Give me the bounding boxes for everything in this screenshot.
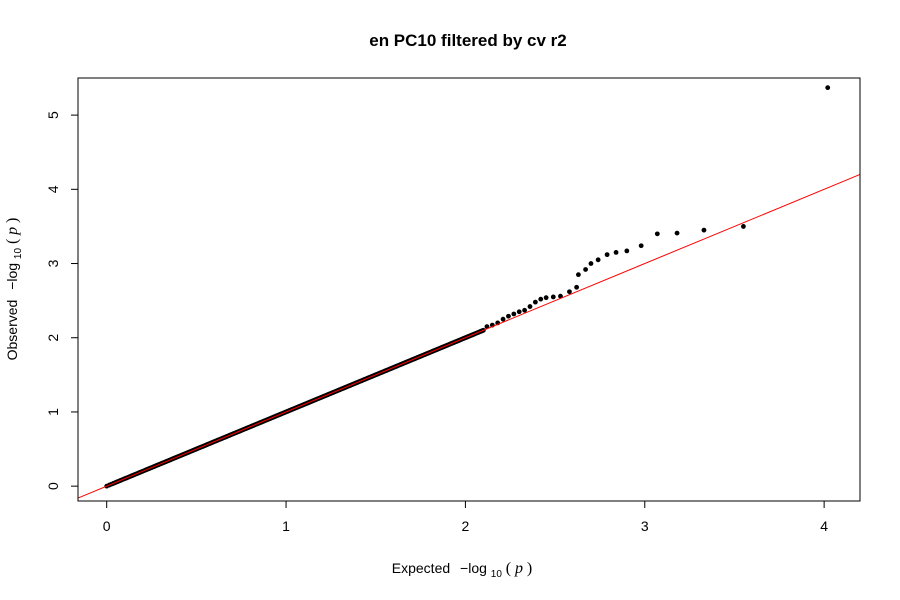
data-point [624, 248, 630, 254]
x-tick-label: 2 [462, 518, 470, 534]
plot-frame [77, 77, 861, 502]
data-point [741, 224, 746, 229]
y-axis: 0 1 2 3 4 5 [45, 111, 79, 490]
y-axis-label-close: ) [4, 218, 21, 223]
y-tick-label: 3 [45, 259, 61, 267]
reference-line-layer [77, 174, 861, 499]
x-tick-label: 0 [103, 518, 111, 534]
data-point [527, 304, 533, 309]
chart-title: en PC10 filtered by cv r2 [369, 31, 566, 50]
x-axis-label: Expected −log 10 ( p ) [392, 560, 532, 580]
data-point [574, 284, 580, 290]
y-axis-label-var: p [4, 227, 21, 236]
y-tick-label: 2 [45, 334, 61, 342]
y-tick-label: 5 [45, 111, 61, 119]
x-tick-label: 3 [641, 518, 649, 534]
data-point [543, 295, 549, 301]
x-axis-label-close: ) [527, 560, 532, 577]
data-point [613, 249, 619, 255]
reference-line [77, 174, 861, 499]
data-point [516, 309, 522, 315]
y-tick-label: 4 [45, 185, 61, 193]
data-point [500, 316, 506, 322]
x-axis: 0 1 2 3 4 [103, 500, 828, 534]
x-axis-label-minus: −log [460, 560, 487, 576]
points-layer [104, 85, 831, 489]
data-point [532, 299, 538, 305]
x-axis-label-open: ( [506, 560, 511, 577]
x-tick-label: 1 [282, 518, 290, 534]
data-point [522, 307, 528, 313]
data-point [604, 252, 610, 258]
data-point [550, 294, 556, 300]
data-point [583, 267, 588, 272]
x-axis-label-sub: 10 [491, 569, 503, 580]
data-point [511, 311, 517, 317]
x-axis-label-var: p [514, 560, 523, 577]
x-axis-label-prefix: Expected [392, 560, 450, 576]
data-point [654, 231, 660, 237]
y-axis-label-sub: 10 [13, 247, 24, 259]
x-tick-label: 4 [820, 518, 828, 534]
data-point [538, 296, 544, 302]
y-axis-label-prefix: Observed [4, 300, 20, 361]
y-tick-label: 1 [45, 408, 61, 416]
y-axis-label-open: ( [4, 239, 21, 244]
y-tick-label: 0 [45, 482, 61, 490]
data-point [825, 85, 831, 91]
data-point [595, 257, 601, 263]
data-point [588, 261, 594, 266]
data-point [506, 313, 511, 319]
data-point [674, 230, 680, 236]
y-axis-label: Observed −log 10 ( p ) [4, 218, 24, 361]
data-point [638, 243, 644, 249]
data-point [567, 289, 572, 295]
data-point [701, 227, 707, 233]
data-point [576, 272, 581, 278]
y-axis-label-minus: −log [4, 263, 20, 290]
